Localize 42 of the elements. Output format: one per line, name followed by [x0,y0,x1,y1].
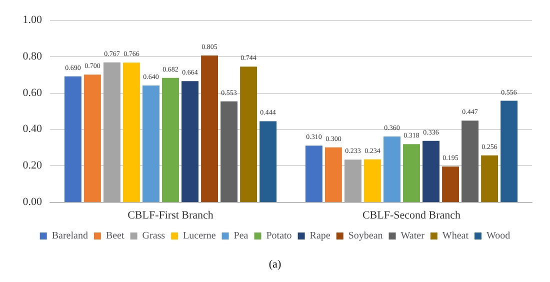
y-tick-label: 0.20 [22,160,42,172]
x-tick-label: CBLF-Second Branch [362,210,462,222]
x-tick-label: CBLF-First Branch [128,210,214,222]
legend-label: Water [400,230,426,242]
bar [384,136,400,202]
bar [462,120,479,202]
bar [403,144,420,202]
y-tick-label: 0.60 [22,86,42,99]
bar [500,100,518,202]
bar [142,86,160,202]
bar [442,166,460,202]
bar [305,146,322,202]
bar [364,159,381,202]
bar [260,121,277,202]
legend-label: Pea [234,230,249,242]
legend-label: Beet [106,230,124,242]
y-tick-label: 0.40 [22,123,42,136]
legend-label: Lucerne [183,230,216,242]
y-tick-label: 0.80 [22,50,42,62]
legend-label: Wood [486,230,510,242]
y-tick-label: 1.00 [22,14,42,26]
legend-label: Bareland [52,230,88,242]
y-tick-label: 0.00 [22,196,42,208]
legend-label: Wheat [442,230,469,242]
text: (a) [268,258,282,270]
bar [344,160,362,202]
bar [64,76,82,202]
bar [240,66,258,202]
legend-label: Rape [310,230,331,242]
bar [162,78,179,202]
legend-label: Potato [266,230,292,242]
bar [481,155,498,202]
bar [324,147,342,202]
bar [122,62,140,202]
bar [220,101,238,202]
bar [201,55,218,202]
legend-label: Grass [142,230,166,242]
bar [182,81,198,202]
bar [84,74,101,202]
bar [103,62,120,202]
bar [422,140,440,202]
legend-label: Soybean [348,230,383,242]
